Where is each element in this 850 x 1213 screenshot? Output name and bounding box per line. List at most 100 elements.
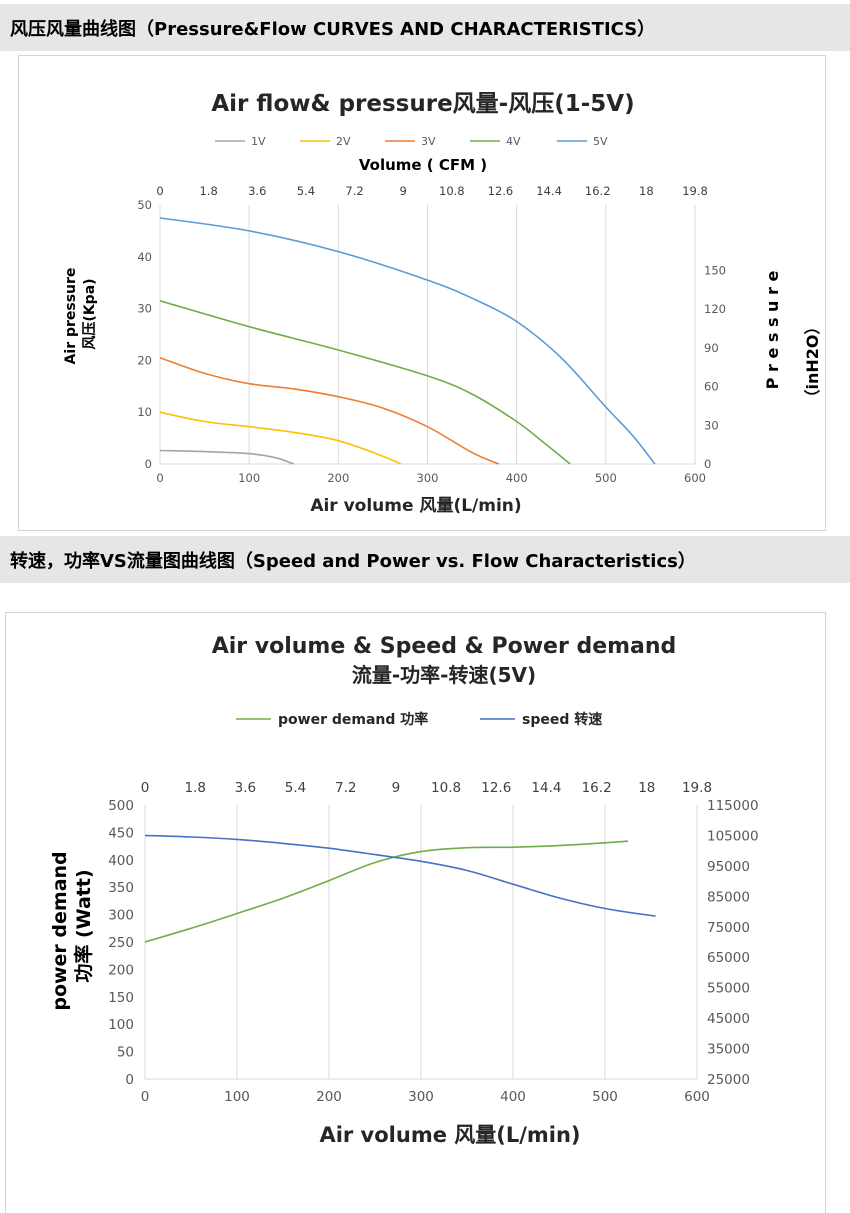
- y2-tick-label: 115000: [707, 798, 759, 814]
- legend-label: 5V: [593, 135, 608, 148]
- y2-tick-label: 150: [704, 263, 726, 277]
- legend-label: 2V: [336, 135, 351, 148]
- y2-tick-label: 75000: [707, 920, 750, 936]
- speed-power-chart-frame: [5, 612, 826, 1213]
- y-tick-label: 200: [108, 962, 134, 978]
- y2-tick-label: 35000: [707, 1042, 750, 1058]
- y-tick-label: 300: [108, 908, 134, 924]
- x-tick-label: 600: [684, 471, 706, 485]
- pressure-flow-chart-frame: [18, 55, 826, 531]
- x-tick-label: 0: [156, 471, 163, 485]
- x-tick-label: 0: [141, 1089, 150, 1105]
- y-tick-label: 40: [137, 250, 152, 264]
- top-tick-label: 18: [639, 184, 654, 198]
- y-axis-title-line1: Air pressure: [63, 268, 79, 365]
- y-tick-label: 500: [108, 798, 134, 814]
- top-tick-label: 9: [392, 780, 401, 796]
- series-line-2v: [159, 411, 402, 465]
- x-axis-title: Air volume 风量(L/min): [319, 1123, 580, 1147]
- y2-tick-label: 90: [704, 341, 719, 355]
- y-axis-title-line1: power demand: [49, 851, 71, 1010]
- y-axis-title-line2: 功率 (Watt): [72, 869, 95, 982]
- y2-axis-title-line1: P r e s s u r e: [763, 271, 782, 390]
- y2-tick-label: 60: [704, 380, 719, 394]
- top-tick-label: 16.2: [585, 184, 611, 198]
- chart-title-line1: Air volume & Speed & Power demand: [212, 634, 677, 659]
- y-tick-label: 100: [108, 1017, 134, 1033]
- y2-tick-label: 0: [704, 457, 711, 471]
- y2-tick-label: 30: [704, 418, 719, 432]
- x-tick-label: 300: [417, 471, 439, 485]
- section-header-pressure-flow: 风压风量曲线图（Pressure&Flow CURVES AND CHARACT…: [0, 4, 850, 51]
- top-axis-title: Volume ( CFM ): [359, 156, 487, 174]
- x-tick-label: 100: [238, 471, 260, 485]
- y-tick-label: 0: [125, 1072, 134, 1088]
- top-tick-label: 14.4: [531, 780, 561, 796]
- x-tick-label: 400: [500, 1089, 526, 1105]
- top-tick-label: 9: [400, 184, 407, 198]
- top-tick-label: 1.8: [199, 184, 217, 198]
- x-tick-label: 400: [506, 471, 528, 485]
- legend-label: power demand 功率: [278, 711, 428, 728]
- y2-tick-label: 55000: [707, 981, 750, 997]
- top-tick-label: 19.8: [682, 780, 712, 796]
- chart-title: Air flow& pressure风量-风压(1-5V): [211, 91, 634, 117]
- x-tick-label: 200: [316, 1089, 342, 1105]
- top-tick-label: 0: [141, 780, 150, 796]
- x-tick-label: 300: [408, 1089, 434, 1105]
- y-tick-label: 450: [108, 825, 134, 841]
- top-tick-label: 18: [638, 780, 655, 796]
- y2-tick-label: 25000: [707, 1072, 750, 1088]
- x-tick-label: 600: [684, 1089, 710, 1105]
- top-tick-label: 16.2: [582, 780, 612, 796]
- y-tick-label: 50: [117, 1045, 134, 1061]
- series-line-5v: [159, 217, 656, 465]
- series-line-power: [144, 840, 629, 943]
- y-tick-label: 20: [137, 353, 152, 367]
- top-tick-label: 3.6: [235, 780, 256, 796]
- top-tick-label: 10.8: [439, 184, 465, 198]
- top-tick-label: 7.2: [345, 184, 363, 198]
- y-tick-label: 30: [137, 302, 152, 316]
- y-tick-label: 350: [108, 880, 134, 896]
- y-tick-label: 150: [108, 990, 134, 1006]
- top-tick-label: 3.6: [248, 184, 266, 198]
- top-tick-label: 0: [156, 184, 163, 198]
- legend-label: speed 转速: [522, 711, 602, 728]
- series-line-1v: [159, 449, 295, 465]
- top-tick-label: 19.8: [682, 184, 708, 198]
- y-tick-label: 10: [137, 405, 152, 419]
- y2-axis-title-line2: （inH2O）: [803, 318, 822, 405]
- y2-tick-label: 95000: [707, 859, 750, 875]
- section-header-speed-power: 转速，功率VS流量图曲线图（Speed and Power vs. Flow C…: [0, 536, 850, 583]
- series-line-3v: [159, 357, 500, 465]
- y-tick-label: 50: [137, 198, 152, 212]
- top-tick-label: 5.4: [297, 184, 315, 198]
- top-tick-label: 12.6: [488, 184, 514, 198]
- section-title-pressure-flow: 风压风量曲线图（Pressure&Flow CURVES AND CHARACT…: [10, 18, 656, 40]
- top-tick-label: 1.8: [184, 780, 205, 796]
- top-tick-label: 12.6: [481, 780, 511, 796]
- series-line-speed: [144, 834, 656, 917]
- x-tick-label: 200: [327, 471, 349, 485]
- y2-tick-label: 120: [704, 302, 726, 316]
- y2-tick-label: 45000: [707, 1011, 750, 1027]
- top-tick-label: 5.4: [285, 780, 306, 796]
- x-tick-label: 500: [595, 471, 617, 485]
- legend-label: 1V: [251, 135, 266, 148]
- top-tick-label: 7.2: [335, 780, 356, 796]
- legend-label: 3V: [421, 135, 436, 148]
- y-axis-title-line2: 风压(Kpa): [82, 278, 98, 349]
- section-title-speed-power: 转速，功率VS流量图曲线图（Speed and Power vs. Flow C…: [10, 550, 696, 572]
- x-axis-title: Air volume 风量(L/min): [310, 495, 521, 516]
- y-tick-label: 250: [108, 935, 134, 951]
- y-tick-label: 400: [108, 853, 134, 869]
- y2-tick-label: 105000: [707, 828, 759, 844]
- top-tick-label: 10.8: [431, 780, 461, 796]
- y-tick-label: 0: [145, 457, 152, 471]
- y2-tick-label: 65000: [707, 950, 750, 966]
- x-tick-label: 100: [224, 1089, 250, 1105]
- top-tick-label: 14.4: [536, 184, 562, 198]
